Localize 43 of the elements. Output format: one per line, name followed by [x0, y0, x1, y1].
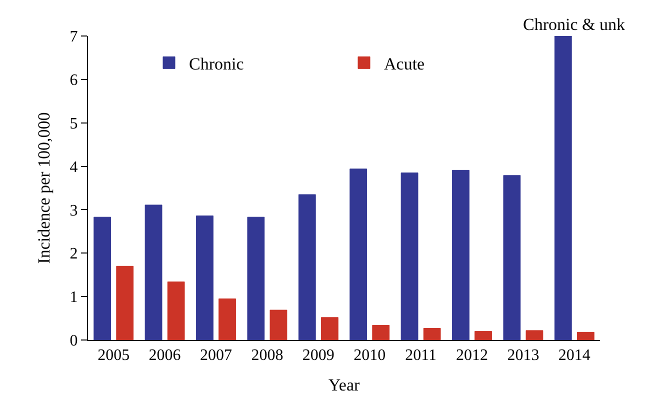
x-tick-label: 2012 — [456, 347, 488, 364]
x-tick-label: 2009 — [302, 347, 334, 364]
legend-label: Acute — [384, 54, 425, 74]
y-tick-label: 3 — [70, 202, 78, 220]
y-tick-label: 1 — [70, 289, 78, 306]
bar — [474, 331, 492, 340]
x-tick-label: 2007 — [200, 347, 232, 364]
bar — [554, 36, 572, 340]
bar — [320, 317, 338, 340]
bar — [423, 328, 441, 340]
x-tick-label: 2011 — [405, 347, 437, 364]
y-axis-title: Incidence per 100,000 — [34, 112, 54, 264]
bar — [270, 310, 288, 340]
bar — [526, 330, 544, 340]
bar — [218, 298, 236, 340]
y-tick-label: 7 — [70, 28, 78, 46]
x-tick-label: 2008 — [251, 347, 284, 364]
y-tick-label: 6 — [70, 72, 78, 90]
y-tick-label: 2 — [70, 246, 78, 263]
y-tick-label: 0 — [70, 332, 78, 350]
bar — [452, 170, 470, 340]
bar — [167, 282, 185, 340]
y-tick-label: 4 — [70, 158, 78, 176]
legend-label: Chronic — [189, 54, 244, 74]
annotation: Chronic & unk — [523, 15, 626, 34]
x-tick-label: 2010 — [354, 347, 386, 364]
bar — [247, 216, 265, 340]
bar — [350, 168, 368, 340]
bar — [94, 216, 112, 340]
x-tick-label: 2014 — [558, 347, 590, 364]
bar — [503, 175, 521, 340]
bar — [196, 216, 214, 340]
x-tick-label: 2013 — [507, 347, 540, 364]
bar — [298, 194, 316, 340]
bar — [400, 172, 418, 340]
y-tick-label: 5 — [70, 115, 78, 132]
x-tick-label: 2005 — [98, 347, 130, 364]
bar — [144, 204, 162, 340]
x-axis-title: Year — [328, 376, 360, 395]
x-tick-label: 2006 — [148, 347, 181, 364]
bar — [116, 266, 134, 340]
bar — [372, 324, 390, 340]
bar — [576, 332, 594, 340]
